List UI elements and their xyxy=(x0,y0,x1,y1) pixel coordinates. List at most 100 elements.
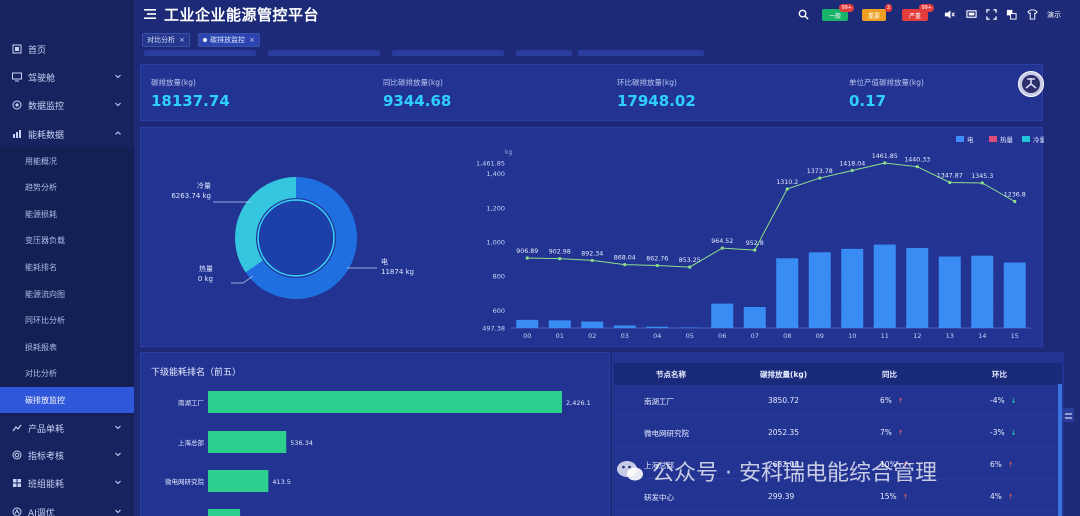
sidebar-item[interactable]: 产品单耗 xyxy=(0,415,134,441)
bar[interactable] xyxy=(613,325,636,328)
fullscreen-icon[interactable] xyxy=(986,9,997,20)
line-point[interactable] xyxy=(655,263,659,268)
chevron-up-icon[interactable] xyxy=(114,129,122,137)
screen-icon[interactable] xyxy=(966,9,977,20)
sidebar-subitem[interactable]: 变压器负载 xyxy=(25,236,65,246)
bar[interactable] xyxy=(776,258,799,328)
close-icon[interactable]: × xyxy=(249,36,255,44)
bar[interactable] xyxy=(711,303,734,328)
data-label: 853.25 xyxy=(679,257,701,264)
table-row[interactable]: 上海总部 2682.08 10% ↑ 6% ↑ xyxy=(614,450,1062,479)
chevron-down-icon[interactable] xyxy=(114,507,122,515)
menu-icon[interactable] xyxy=(144,8,156,20)
tab-label: 碳排放监控 xyxy=(210,36,245,44)
alarm-badge-button[interactable]: 一般 99+ xyxy=(822,4,854,21)
bar[interactable] xyxy=(516,319,539,328)
data-label: 902.98 xyxy=(549,249,571,256)
cell-text: 2052.35 xyxy=(768,428,800,437)
ranking-name: 微电网研究院 xyxy=(165,477,205,486)
legend-label[interactable]: 冷量 xyxy=(1033,135,1044,144)
line-point[interactable] xyxy=(948,180,952,185)
sidebar-item[interactable]: 驾驶舱 xyxy=(0,64,134,90)
line-point[interactable] xyxy=(883,161,887,165)
legend-label[interactable]: 热量 xyxy=(1000,135,1014,144)
sidebar-item[interactable]: AI调优 xyxy=(0,499,134,516)
line-point[interactable] xyxy=(850,168,854,173)
alarm-level-label: 严重 xyxy=(908,12,921,20)
ranking-bar[interactable] xyxy=(208,470,269,492)
sidebar: 首页 驾驶舱 数据监控能耗数据产品单耗 指标考核 班组能耗 AI调优 用能概况趋势分析能源… xyxy=(0,0,134,516)
chevron-down-icon[interactable] xyxy=(114,450,122,458)
x-tick-label: 08 xyxy=(783,332,791,340)
sliders-icon xyxy=(1065,413,1072,419)
sidebar-subitem[interactable]: 损耗报表 xyxy=(25,342,57,352)
line-point[interactable] xyxy=(720,246,724,250)
sidebar-item[interactable]: 班组能耗 xyxy=(0,470,134,496)
sidebar-subitem[interactable]: 同环比分析 xyxy=(25,316,65,326)
side-toggle-button[interactable] xyxy=(1062,408,1074,422)
arrow-up-icon: ↑ xyxy=(897,429,904,437)
sidebar-subitem[interactable]: 能耗排名 xyxy=(25,262,57,272)
line-point[interactable] xyxy=(980,181,984,185)
bar[interactable] xyxy=(548,320,571,328)
bar[interactable] xyxy=(906,248,929,328)
alarm-count: 2 xyxy=(884,4,892,12)
tab-carbon-monitor[interactable]: 碳排放监控 × xyxy=(198,33,260,47)
close-icon[interactable]: × xyxy=(179,36,185,44)
search-icon[interactable] xyxy=(798,9,809,20)
line-point[interactable] xyxy=(558,257,562,261)
sidebar-item[interactable]: 指标考核 xyxy=(0,442,134,468)
arrow-down-icon: ↓ xyxy=(1010,397,1017,405)
line-point[interactable] xyxy=(753,248,757,252)
line-point[interactable] xyxy=(525,256,529,260)
table-scrollbar[interactable] xyxy=(1058,384,1062,516)
ranking-bar[interactable] xyxy=(208,509,241,516)
legend-label[interactable]: 电 xyxy=(967,135,974,144)
bar[interactable] xyxy=(808,252,831,328)
mute-icon[interactable] xyxy=(944,9,955,20)
line-point[interactable] xyxy=(688,265,692,269)
bar[interactable] xyxy=(581,321,604,328)
filter-strip xyxy=(144,50,704,56)
line-point[interactable] xyxy=(818,176,822,180)
table-row[interactable]: 研发中心 299.39 15% ↑ 4% ↑ xyxy=(614,482,1062,511)
chevron-down-icon[interactable] xyxy=(114,478,122,486)
sidebar-item[interactable]: 首页 xyxy=(0,36,134,62)
alarm-badge-button[interactable]: 重要 2 xyxy=(862,4,892,21)
line-point[interactable] xyxy=(590,258,594,263)
bar[interactable] xyxy=(841,248,864,328)
chevron-down-icon[interactable] xyxy=(114,72,122,80)
bar[interactable] xyxy=(743,307,766,328)
bar[interactable] xyxy=(971,255,994,328)
sidebar-subitem[interactable]: 能源损耗 xyxy=(25,209,57,219)
language-icon[interactable] xyxy=(1006,9,1017,20)
tab-compare-analysis[interactable]: 对比分析 × xyxy=(142,33,190,47)
sidebar-subitem[interactable]: 碳排放监控 xyxy=(0,387,134,414)
theme-icon[interactable] xyxy=(1027,9,1038,20)
chevron-down-icon[interactable] xyxy=(114,100,122,108)
sidebar-subitem[interactable]: 能源流向图 xyxy=(25,289,65,299)
bar[interactable] xyxy=(646,326,669,328)
donut-slice[interactable] xyxy=(235,177,296,273)
sidebar-item[interactable]: 数据监控 xyxy=(0,92,134,118)
sidebar-subitem[interactable]: 趋势分析 xyxy=(25,183,57,193)
bar[interactable] xyxy=(873,244,896,328)
line-point[interactable] xyxy=(915,165,919,169)
sidebar-item-label: AI调优 xyxy=(28,508,55,516)
line-point[interactable] xyxy=(1013,199,1017,204)
sidebar-subitem[interactable]: 用能概况 xyxy=(25,156,57,166)
table-row[interactable]: 微电网研究院 2052.35 7% ↑ -3% ↓ xyxy=(614,418,1062,447)
demo-label[interactable]: 演示 xyxy=(1047,11,1061,19)
bar[interactable] xyxy=(938,256,961,328)
sidebar-item[interactable]: 能耗数据 xyxy=(0,121,134,147)
bar[interactable] xyxy=(1003,262,1026,328)
sidebar-subitem[interactable]: 对比分析 xyxy=(25,369,57,379)
donut-slice[interactable] xyxy=(245,177,357,299)
table-row[interactable]: 南湖工厂 3850.72 6% ↑ -4% ↓ xyxy=(614,386,1062,415)
line-point[interactable] xyxy=(623,262,627,267)
ranking-bar[interactable] xyxy=(208,391,562,413)
line-point[interactable] xyxy=(785,187,789,191)
chevron-down-icon[interactable] xyxy=(114,423,122,431)
ranking-bar[interactable] xyxy=(208,431,287,453)
alarm-badge-button[interactable]: 严重 99+ xyxy=(902,4,934,21)
